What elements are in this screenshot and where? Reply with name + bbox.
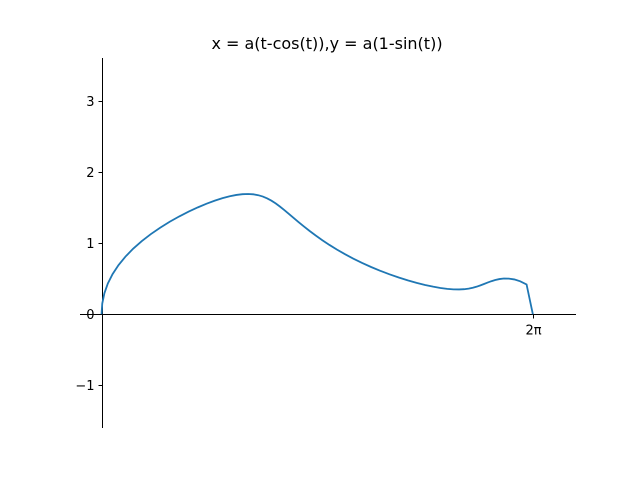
y-tick-label: 0: [86, 308, 94, 323]
plot-area: −1 0 1 2 3 2π: [75, 58, 576, 428]
y-tick-label: 3: [86, 95, 94, 110]
chart-title: x = a(t-cos(t)),y = a(1-sin(t)): [211, 34, 442, 53]
y-tick-label: −1: [75, 379, 94, 394]
y-tick-label: 2: [86, 166, 94, 181]
series-curve-line: [100, 193, 534, 315]
x-tick-label: 2π: [525, 324, 541, 339]
y-tick-label: 1: [86, 237, 94, 252]
